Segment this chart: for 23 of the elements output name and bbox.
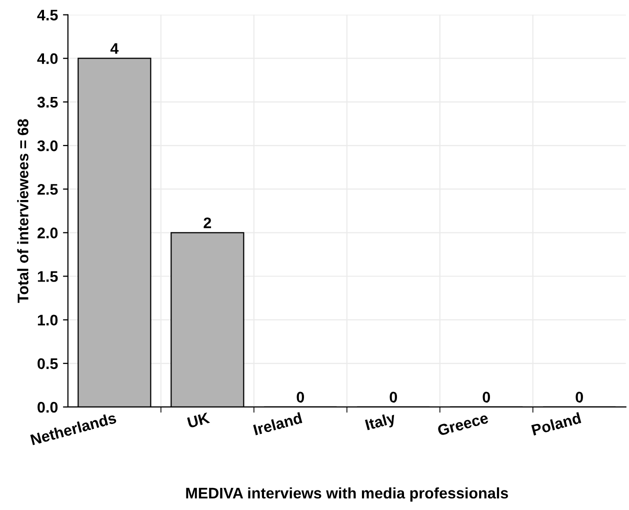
x-tick-label: UK [187,412,210,428]
y-tick-label: 4.5 [37,10,58,20]
data-label: 4 [110,43,119,54]
y-tick-label: 2.0 [38,228,58,238]
y-tick-label: 3.0 [37,140,58,152]
x-tick-label: Italy [364,412,397,434]
x-tick-label: Poland [531,412,582,436]
y-tick-label: 4.0 [37,53,58,64]
data-label: 0 [482,392,490,403]
y-tick-label: 0.0 [38,402,58,413]
x-axis-title: MEDIVA interviews with media professionals [186,487,508,502]
y-axis-title: Total of interviewees = 68 [17,119,28,303]
y-tick-label: 1.5 [38,271,58,282]
y-tick-label: 0.5 [38,358,58,370]
x-tick-label: Greece [437,412,489,436]
data-label: 0 [296,392,304,403]
y-tick-label: 1.0 [38,314,58,326]
y-tick-label: 3.5 [37,96,58,108]
x-tick-label: Ireland [253,412,302,436]
data-label: 2 [204,217,212,228]
data-label: 0 [576,392,583,403]
data-label: 0 [390,392,398,403]
y-tick-label: 2.5 [38,184,58,195]
